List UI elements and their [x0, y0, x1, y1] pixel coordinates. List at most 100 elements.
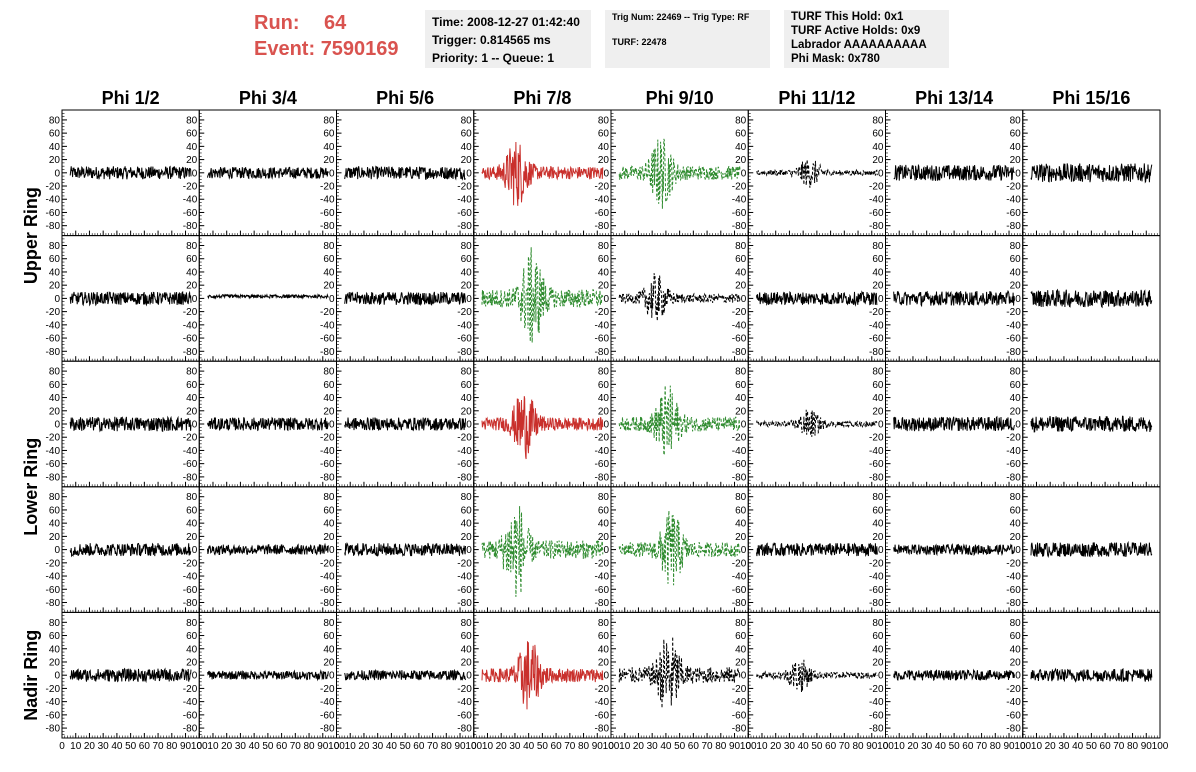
- waveform-trace: [756, 409, 878, 437]
- y-tick-label: -80: [183, 221, 198, 232]
- y-tick-label: 40: [1010, 393, 1022, 404]
- panel-r1-c2: 80 60 40 20 0 -20 -40 -60 -80: [183, 109, 337, 237]
- y-tick-label: 40: [735, 519, 747, 530]
- x-tick-label: 0: [471, 741, 477, 752]
- waveform-trace: [69, 667, 192, 684]
- y-tick-label: 0: [329, 168, 335, 179]
- y-tick-label: -20: [46, 433, 61, 444]
- y-tick-label: 80: [1010, 367, 1022, 378]
- x-tick-label: 30: [647, 741, 659, 752]
- y-tick-label: 20: [323, 155, 335, 166]
- y-tick-label: -20: [183, 182, 198, 193]
- y-tick-label: 60: [1010, 380, 1022, 391]
- x-tick-label: 60: [276, 741, 288, 752]
- y-tick-label: 20: [461, 155, 473, 166]
- y-tick-label: 60: [735, 254, 747, 265]
- y-tick-label: 80: [735, 618, 747, 629]
- y-tick-label: -60: [1006, 710, 1021, 721]
- x-tick-label: 70: [702, 741, 714, 752]
- y-tick-label: -40: [1006, 697, 1021, 708]
- y-tick-label: -60: [320, 208, 335, 219]
- y-tick-label: 80: [735, 492, 747, 503]
- y-tick-label: 60: [461, 254, 473, 265]
- y-tick-label: -20: [46, 182, 61, 193]
- x-tick-label: 40: [111, 741, 123, 752]
- y-tick-label: 40: [735, 142, 747, 153]
- y-tick-label: 60: [186, 254, 198, 265]
- y-tick-label: -80: [457, 347, 472, 358]
- y-tick-label: 0: [329, 671, 335, 682]
- waveform-trace: [756, 290, 878, 307]
- panel-r4-c8: 80 60 40 20 0 -20 -40 -60 -80: [1006, 486, 1161, 613]
- y-tick-label: 0: [603, 294, 609, 305]
- y-tick-label: -80: [46, 598, 61, 609]
- x-tick-label: 20: [770, 741, 782, 752]
- waveform-trace: [207, 416, 329, 432]
- y-tick-label: 20: [1010, 532, 1022, 543]
- waveform-trace: [618, 273, 741, 322]
- panel-r2-c5: 80 60 40 20 0 -20 -40 -60 -80: [595, 235, 749, 362]
- y-tick-label: -20: [1006, 558, 1021, 569]
- y-tick-label: -80: [183, 598, 198, 609]
- y-tick-label: -20: [457, 684, 472, 695]
- y-tick-label: 80: [1010, 115, 1022, 126]
- y-tick-label: 80: [598, 115, 610, 126]
- y-tick-label: -40: [320, 446, 335, 457]
- ring-label-2: Lower Ring: [21, 438, 41, 536]
- x-tick-label: 60: [1100, 741, 1112, 752]
- y-tick-label: -60: [595, 334, 610, 345]
- x-tick-label: 50: [262, 741, 274, 752]
- y-tick-label: -60: [46, 459, 61, 470]
- y-tick-label: 20: [1010, 281, 1022, 292]
- y-tick-label: 0: [329, 420, 335, 431]
- y-tick-label: 40: [598, 393, 610, 404]
- panel-r3-c1: 80 60 40 20 0 -20 -40 -60 -80: [46, 360, 200, 488]
- x-tick-label: 70: [290, 741, 302, 752]
- y-tick-label: 20: [49, 532, 61, 543]
- y-tick-label: 0: [54, 294, 60, 305]
- y-tick-label: 0: [741, 420, 747, 431]
- y-tick-label: -80: [595, 347, 610, 358]
- panel-r5-c1: 80 60 40 20 0 -20 -40 -60 -80: [46, 611, 200, 739]
- column-header-8: Phi 15/16: [1052, 88, 1130, 108]
- panel-r4-c6: 80 60 40 20 0 -20 -40 -60 -80: [732, 486, 886, 613]
- y-tick-label: -60: [732, 208, 747, 219]
- waveform-trace: [344, 542, 466, 557]
- turf-active-text: TURF Active Holds: 0x9: [791, 25, 921, 37]
- y-tick-label: 80: [323, 115, 335, 126]
- y-tick-label: -60: [1006, 459, 1021, 470]
- y-tick-label: 80: [598, 367, 610, 378]
- panel-r5-c4: 80 60 40 20 0 -20 -40 -60 -80: [457, 611, 612, 739]
- y-tick-label: 40: [461, 393, 473, 404]
- y-tick-label: -80: [595, 724, 610, 735]
- y-tick-label: 80: [461, 492, 473, 503]
- x-tick-label: 40: [935, 741, 947, 752]
- y-tick-label: -40: [46, 572, 61, 583]
- y-tick-label: -40: [1006, 195, 1021, 206]
- y-tick-label: 40: [1010, 267, 1022, 278]
- x-tick-label: 30: [372, 741, 384, 752]
- waveform-trace: [893, 163, 1015, 181]
- y-tick-label: -40: [320, 320, 335, 331]
- y-tick-label: -80: [457, 221, 472, 232]
- panel-r4-c2: 80 60 40 20 0 -20 -40 -60 -80: [183, 486, 337, 613]
- panel-r5-c5: 80 60 40 20 0 -20 -40 -60 -80: [595, 611, 749, 739]
- y-tick-label: 0: [466, 420, 472, 431]
- y-tick-label: 60: [186, 631, 198, 642]
- turf-hold-text: TURF This Hold: 0x1: [791, 11, 904, 23]
- column-header-7: Phi 13/14: [915, 88, 993, 108]
- panel-r5-c6: 80 60 40 20 0 -20 -40 -60 -80: [732, 611, 886, 739]
- y-tick-label: -20: [869, 558, 884, 569]
- x-tick-label: 20: [633, 741, 645, 752]
- y-tick-label: -60: [457, 585, 472, 596]
- y-tick-label: -20: [46, 684, 61, 695]
- y-tick-label: 80: [872, 241, 884, 252]
- y-tick-label: -60: [1006, 585, 1021, 596]
- y-tick-label: -40: [457, 320, 472, 331]
- panel-r3-c7: 80 60 40 20 0 -20 -40 -60 -80: [869, 360, 1024, 488]
- y-tick-label: 0: [603, 168, 609, 179]
- x-tick-label: 100: [603, 741, 620, 752]
- y-tick-label: -60: [183, 585, 198, 596]
- y-tick-label: -20: [320, 684, 335, 695]
- y-tick-label: -40: [457, 195, 472, 206]
